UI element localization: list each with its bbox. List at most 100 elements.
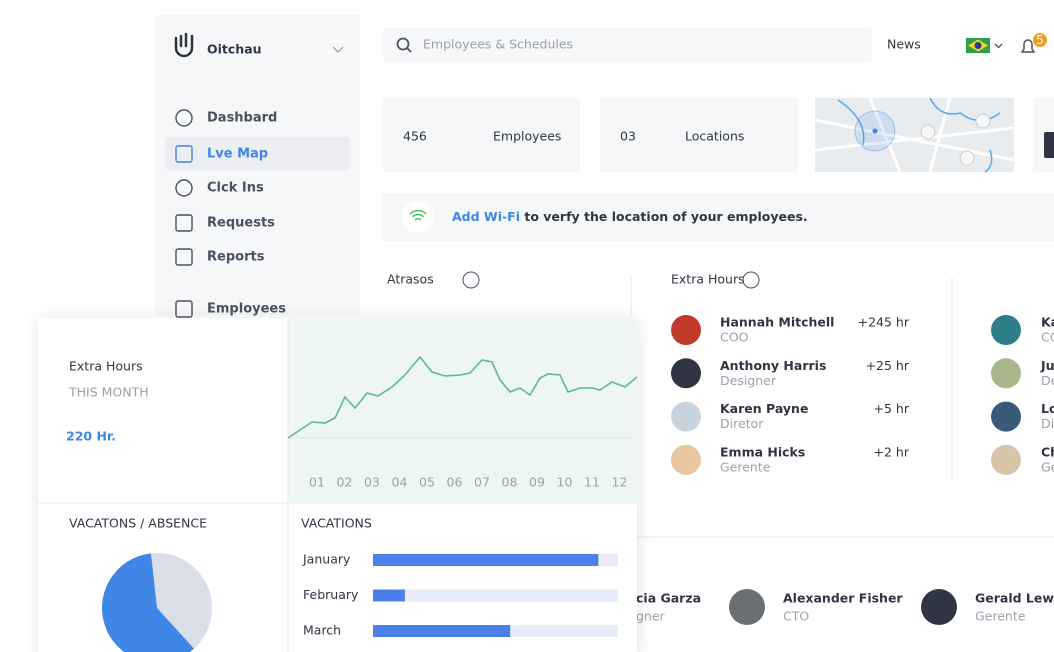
- month-label: 05: [419, 475, 435, 490]
- stat-card: [383, 98, 580, 172]
- menu-icon: [175, 214, 193, 232]
- avatar: [991, 401, 1021, 432]
- info-icon[interactable]: [742, 271, 760, 289]
- month-label: 04: [392, 475, 408, 490]
- person-hours: +25 hr: [866, 358, 910, 373]
- person-name[interactable]: Hannah Mitchell: [720, 315, 834, 330]
- person-name[interactable]: cia Garza: [636, 591, 701, 606]
- news-link[interactable]: News: [887, 37, 921, 52]
- stat-value: 03: [620, 129, 636, 144]
- menu-item[interactable]: Requests: [207, 216, 275, 231]
- menu-icon: [175, 248, 193, 266]
- badge: [1033, 33, 1047, 47]
- month-label: 07: [474, 475, 490, 490]
- bar-label: January: [302, 552, 351, 567]
- info-icon[interactable]: [462, 271, 480, 289]
- person-role: Gerente: [975, 609, 1026, 624]
- month-label: 10: [557, 475, 573, 490]
- person-role: Ge: [1041, 459, 1054, 474]
- menu-item[interactable]: Lve Map: [207, 147, 268, 162]
- bar: [373, 554, 599, 566]
- person-role: CO: [1041, 330, 1054, 345]
- wifi-message: to verfy the location of your employees.: [520, 209, 808, 224]
- person-role: De: [1041, 373, 1054, 388]
- stat-card: [600, 98, 798, 172]
- person-role: Dir: [1041, 416, 1054, 431]
- person-hours: +2 hr: [874, 444, 910, 459]
- person-role: COO: [720, 330, 749, 345]
- brand: Oitchau: [207, 42, 262, 57]
- person-role: Gerente: [720, 459, 771, 474]
- avatar: [671, 444, 701, 475]
- overlay-content: Extra Hours THIS MONTH 220 Hr. VACATONS …: [38, 318, 638, 652]
- person-name[interactable]: Alexander Fisher: [783, 591, 903, 606]
- person-role: gner: [636, 609, 666, 624]
- person-name[interactable]: Karen Payne: [720, 401, 808, 416]
- absence-title: VACATONS / ABSENCE: [69, 516, 207, 531]
- avatar: [671, 401, 701, 432]
- person-name: Ju: [1040, 358, 1054, 373]
- avatar: [729, 589, 765, 625]
- play-icon: [1044, 132, 1054, 158]
- section-title: Atrasos: [387, 272, 434, 287]
- pie-slice: [150, 553, 213, 649]
- menu-item[interactable]: Employees: [207, 302, 286, 317]
- month-label: 11: [584, 475, 600, 490]
- month-label: 12: [612, 475, 628, 490]
- person-name[interactable]: Anthony Harris: [720, 358, 826, 373]
- wifi-banner: [383, 193, 1054, 241]
- stat-label: Employees: [493, 129, 561, 144]
- avatar: [671, 315, 701, 345]
- avatar: [991, 444, 1021, 475]
- bell[interactable]: [1020, 39, 1036, 53]
- search-bar[interactable]: [383, 28, 872, 62]
- search-icon: [396, 37, 410, 51]
- avatar: [671, 358, 701, 389]
- month-label: 06: [447, 475, 463, 490]
- person-hours: +5 hr: [874, 401, 910, 416]
- stat-label: Locations: [685, 129, 744, 144]
- wifi-text: Add Wi-Fi to verfy the location of your …: [452, 209, 808, 224]
- card-title: Extra Hours: [69, 359, 143, 374]
- wifi-link[interactable]: Add Wi-Fi: [452, 209, 520, 224]
- month-label: 09: [529, 475, 545, 490]
- avatar: [991, 315, 1021, 345]
- month-label: 08: [502, 475, 518, 490]
- chart-bg: [288, 318, 637, 503]
- person-name: Lo: [1041, 401, 1054, 416]
- month-label: 02: [337, 475, 353, 490]
- menu-item[interactable]: Dashbard: [207, 111, 277, 126]
- flag-chevron: [994, 43, 1003, 49]
- person-hours: +245 hr: [858, 315, 910, 330]
- person-name[interactable]: Gerald Lewis: [975, 591, 1054, 606]
- menu-icon: [175, 109, 193, 127]
- map[interactable]: [814, 97, 1015, 173]
- bar: [373, 625, 511, 637]
- sparkline: [287, 355, 638, 439]
- search-icon: [406, 47, 412, 53]
- menu-icon: [175, 179, 193, 197]
- avatar: [991, 358, 1021, 389]
- section-title: Extra Hours: [671, 272, 745, 287]
- card-marks: 01 02 03 04 05 06 07 08 09 10 11 12 January February M…: [102, 475, 627, 652]
- card-total: 220 Hr.: [66, 429, 116, 444]
- month-label: 03: [364, 475, 380, 490]
- card-subtitle: THIS MONTH: [68, 385, 149, 400]
- person-role: Designer: [720, 373, 777, 388]
- wifi-icon: [409, 209, 427, 221]
- logo: [174, 32, 194, 58]
- menu-item[interactable]: Clck Ins: [207, 181, 264, 196]
- bar: [373, 589, 405, 602]
- menu-icon: [175, 145, 193, 163]
- person-name: Ka: [1041, 315, 1054, 330]
- menu-active-bg: [165, 137, 350, 170]
- month-label: 01: [309, 475, 325, 490]
- menu-item[interactable]: Reports: [207, 250, 265, 265]
- brand-chevron[interactable]: [332, 46, 344, 53]
- person-name[interactable]: Emma Hicks: [720, 444, 805, 459]
- person-name: Ch: [1041, 444, 1054, 459]
- flag: [974, 42, 982, 49]
- person-role: CTO: [783, 609, 809, 624]
